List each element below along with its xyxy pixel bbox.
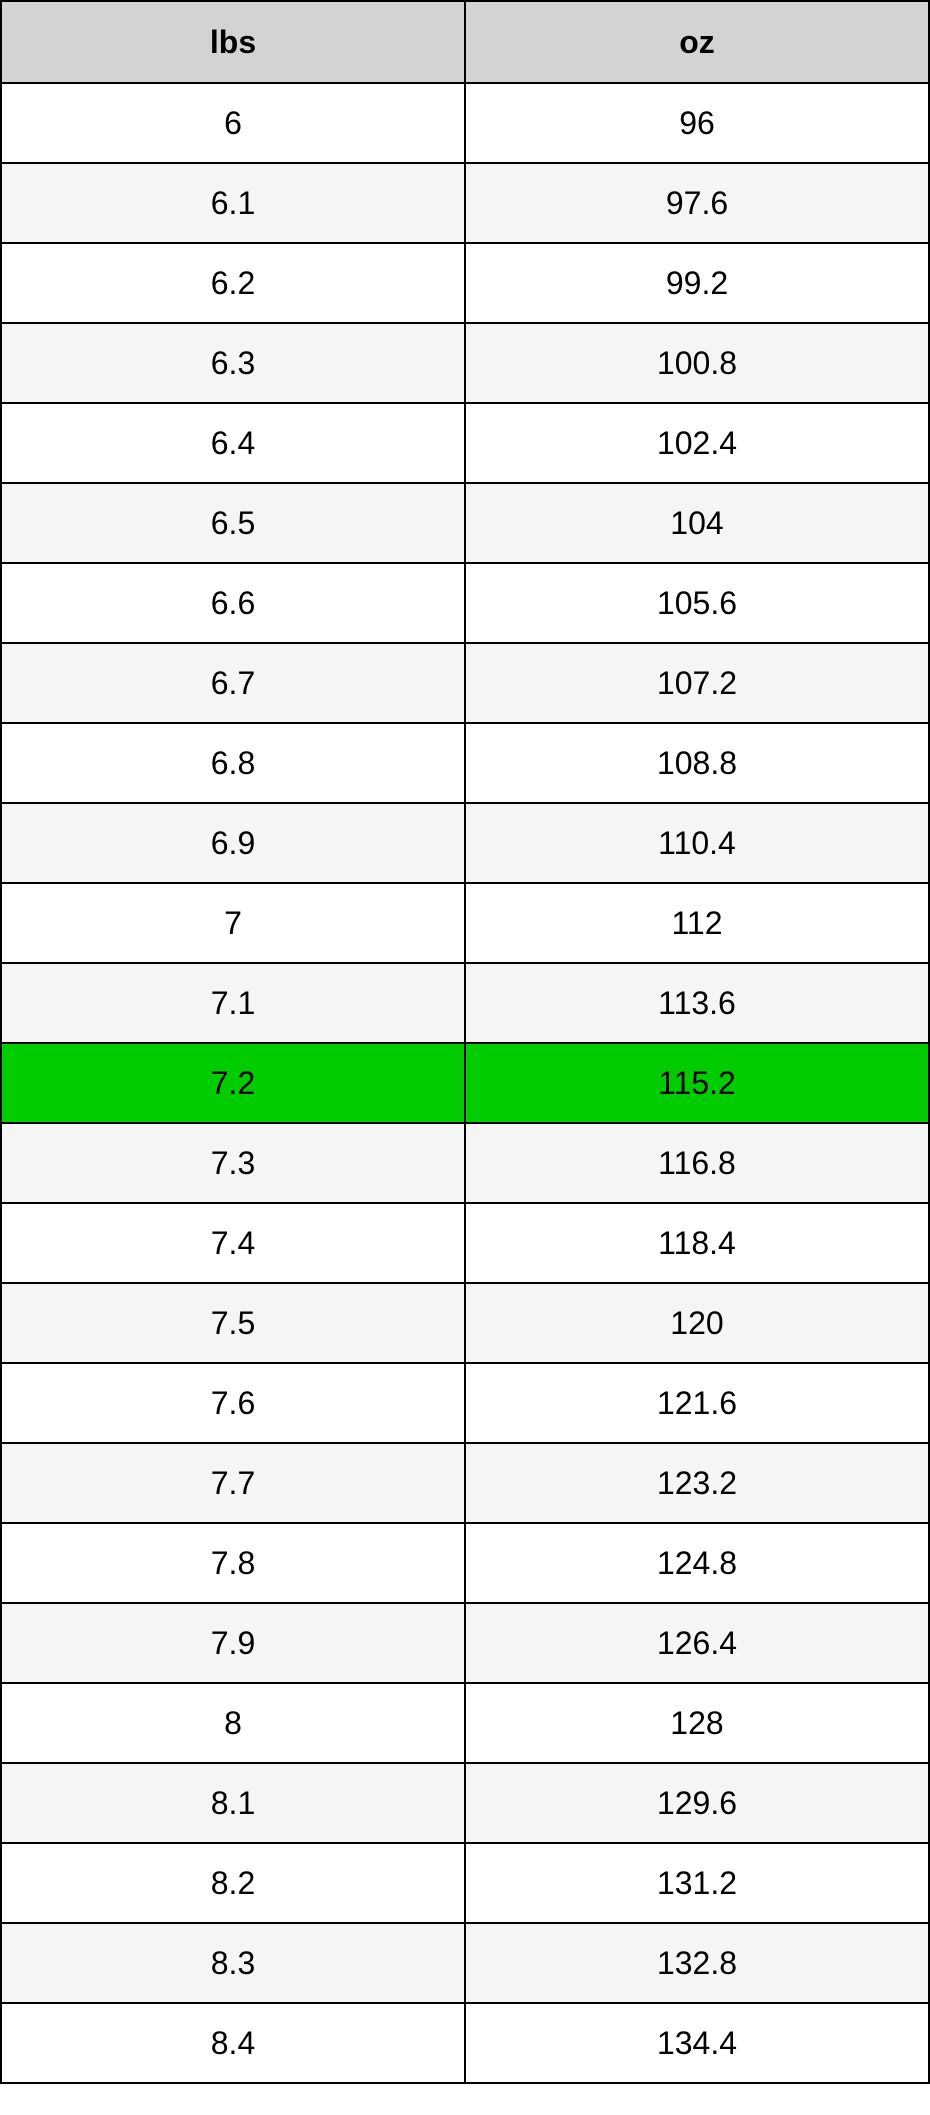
- cell-lbs: 6.2: [1, 243, 465, 323]
- cell-oz: 108.8: [465, 723, 929, 803]
- cell-lbs: 7.6: [1, 1363, 465, 1443]
- cell-oz: 113.6: [465, 963, 929, 1043]
- cell-lbs: 7.3: [1, 1123, 465, 1203]
- table-row: 7.4118.4: [1, 1203, 929, 1283]
- cell-lbs: 7.1: [1, 963, 465, 1043]
- cell-oz: 129.6: [465, 1763, 929, 1843]
- cell-oz: 112: [465, 883, 929, 963]
- table-row: 8.1129.6: [1, 1763, 929, 1843]
- cell-lbs: 7.4: [1, 1203, 465, 1283]
- cell-oz: 97.6: [465, 163, 929, 243]
- cell-oz: 96: [465, 83, 929, 163]
- cell-oz: 128: [465, 1683, 929, 1763]
- cell-oz: 99.2: [465, 243, 929, 323]
- cell-lbs: 7: [1, 883, 465, 963]
- table-row: 7112: [1, 883, 929, 963]
- cell-lbs: 6.5: [1, 483, 465, 563]
- table-row: 7.3116.8: [1, 1123, 929, 1203]
- cell-lbs: 8: [1, 1683, 465, 1763]
- table-row: 6.197.6: [1, 163, 929, 243]
- table-row: 6.9110.4: [1, 803, 929, 883]
- cell-lbs: 7.5: [1, 1283, 465, 1363]
- cell-oz: 115.2: [465, 1043, 929, 1123]
- cell-oz: 131.2: [465, 1843, 929, 1923]
- table-row: 6.4102.4: [1, 403, 929, 483]
- conversion-table-container: lbs oz 6966.197.66.299.26.3100.86.4102.4…: [0, 0, 930, 2084]
- cell-lbs: 7.9: [1, 1603, 465, 1683]
- cell-lbs: 8.1: [1, 1763, 465, 1843]
- cell-lbs: 6.8: [1, 723, 465, 803]
- table-body: 6966.197.66.299.26.3100.86.4102.46.51046…: [1, 83, 929, 2083]
- cell-oz: 123.2: [465, 1443, 929, 1523]
- table-row: 8.2131.2: [1, 1843, 929, 1923]
- table-row: 7.8124.8: [1, 1523, 929, 1603]
- cell-lbs: 6.3: [1, 323, 465, 403]
- table-row: 6.5104: [1, 483, 929, 563]
- cell-oz: 124.8: [465, 1523, 929, 1603]
- cell-oz: 105.6: [465, 563, 929, 643]
- cell-oz: 104: [465, 483, 929, 563]
- cell-oz: 107.2: [465, 643, 929, 723]
- cell-oz: 126.4: [465, 1603, 929, 1683]
- cell-lbs: 8.4: [1, 2003, 465, 2083]
- cell-lbs: 6.9: [1, 803, 465, 883]
- cell-lbs: 6.6: [1, 563, 465, 643]
- cell-oz: 100.8: [465, 323, 929, 403]
- cell-lbs: 8.2: [1, 1843, 465, 1923]
- table-row: 6.8108.8: [1, 723, 929, 803]
- table-row: 7.7123.2: [1, 1443, 929, 1523]
- table-row: 7.1113.6: [1, 963, 929, 1043]
- cell-oz: 102.4: [465, 403, 929, 483]
- table-row: 7.2115.2: [1, 1043, 929, 1123]
- cell-lbs: 7.2: [1, 1043, 465, 1123]
- cell-lbs: 6: [1, 83, 465, 163]
- table-row: 6.7107.2: [1, 643, 929, 723]
- cell-lbs: 7.7: [1, 1443, 465, 1523]
- table-row: 6.3100.8: [1, 323, 929, 403]
- column-header-oz: oz: [465, 1, 929, 83]
- cell-lbs: 6.4: [1, 403, 465, 483]
- table-header-row: lbs oz: [1, 1, 929, 83]
- table-row: 6.299.2: [1, 243, 929, 323]
- cell-oz: 110.4: [465, 803, 929, 883]
- table-row: 7.5120: [1, 1283, 929, 1363]
- cell-oz: 121.6: [465, 1363, 929, 1443]
- cell-oz: 134.4: [465, 2003, 929, 2083]
- column-header-lbs: lbs: [1, 1, 465, 83]
- table-row: 696: [1, 83, 929, 163]
- table-row: 8.3132.8: [1, 1923, 929, 2003]
- cell-oz: 132.8: [465, 1923, 929, 2003]
- table-row: 8.4134.4: [1, 2003, 929, 2083]
- table-row: 7.9126.4: [1, 1603, 929, 1683]
- cell-lbs: 6.1: [1, 163, 465, 243]
- cell-lbs: 8.3: [1, 1923, 465, 2003]
- table-row: 7.6121.6: [1, 1363, 929, 1443]
- cell-lbs: 6.7: [1, 643, 465, 723]
- table-row: 6.6105.6: [1, 563, 929, 643]
- conversion-table: lbs oz 6966.197.66.299.26.3100.86.4102.4…: [0, 0, 930, 2084]
- cell-oz: 116.8: [465, 1123, 929, 1203]
- cell-oz: 118.4: [465, 1203, 929, 1283]
- table-row: 8128: [1, 1683, 929, 1763]
- cell-oz: 120: [465, 1283, 929, 1363]
- cell-lbs: 7.8: [1, 1523, 465, 1603]
